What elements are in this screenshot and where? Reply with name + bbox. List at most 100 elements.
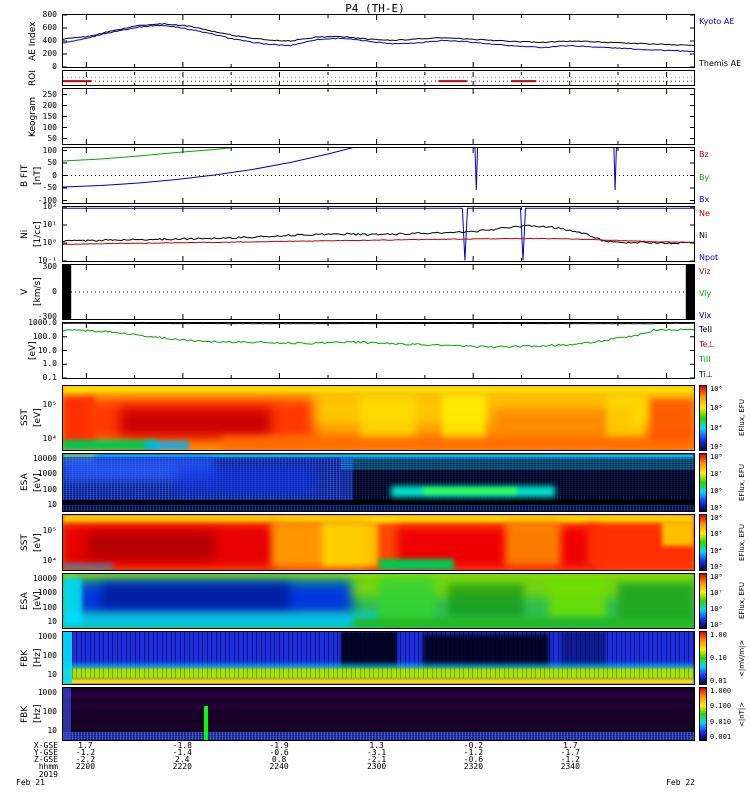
legend-teii: TeII [699,325,713,334]
y-tick-label: 0 [52,287,57,296]
ephemeris-value: -1.7 [560,748,580,757]
spec-layer [63,612,379,628]
time-axis-label: hhmm [38,762,58,771]
legend-by: By [699,172,710,182]
y-axis-label: Ni [20,229,30,239]
colorbar-fbk2 [699,687,707,741]
y-axis-label: ESA [20,473,30,492]
colorbar-tick-label: 10⁷ [710,589,723,597]
time-tick-label: 2320 [463,762,484,771]
panel-temp [62,322,695,379]
y-tick-label: 50 [47,158,57,167]
plot-lines-bfit [63,148,694,203]
y-axis-unit-label: [eV] [33,408,43,428]
y-tick-label: -300 [37,311,57,321]
spec-layer [649,398,694,441]
y-axis-unit-label: [eV] [33,533,43,552]
date-end-label: Feb 22 [666,778,695,787]
colorbar-sst_e [699,514,707,571]
y-axis-label: FBK [20,705,30,723]
panel-fbk1 [62,631,695,685]
plot-title: P4 (TH-E) [345,2,405,15]
panel-fbk2 [62,687,695,741]
spec-layer [662,521,694,547]
spec-layer [359,396,417,444]
y-tick-label: 100 [42,122,57,132]
y-axis-unit-label: [1/cc] [33,221,43,247]
y-tick-label: 10⁵ [42,526,57,536]
y-tick-label: 300 [42,262,57,272]
spec-layer [441,394,486,445]
time-tick-label: 2220 [172,762,192,771]
legend-bz: Bz [699,150,709,159]
panel-esa_e [62,573,695,629]
y-axis-unit-label: [nT] [33,166,43,185]
colorbar-tick-label: 10⁷ [710,470,723,478]
legend-npot: Npot [699,253,719,262]
y-tick-label: 250 [42,89,57,99]
y-axis-label: ESA [20,592,30,610]
time-tick-label: 2300 [366,762,387,771]
y-tick-label: 10 [47,617,57,627]
colorbar-tick-label: 10⁵ [710,621,723,629]
colorbar-sst_ion [699,385,707,451]
ephemeris-value: -1.2 [560,755,580,764]
panel-bfit [62,147,695,204]
ephemeris-value: -2.1 [366,755,387,764]
y-axis-unit-label: [eV] [33,591,43,611]
ephemeris-value: -1.2 [463,748,484,757]
y-tick-label: 10⁰ [42,238,57,247]
y-tick-label: 10¹ [42,220,57,229]
legend-kyoto-ae: Kyoto AE [699,17,735,26]
colorbar-tick-label: 0.10 [710,654,727,662]
spec-layer [119,407,272,436]
legend-viz: Viz [699,267,711,276]
y-axis-label: FBK [20,649,30,667]
y-axis-label: AE Index [28,21,38,61]
spec-layer [63,386,694,395]
spec-layer [63,688,71,740]
y-tick-label: 10.0 [37,345,57,355]
spec-layer [447,583,524,619]
y-tick-label: 1000.0 [28,318,57,327]
spec-layer [63,439,158,450]
y-tick-label: 0 [52,170,57,180]
panel-keogram [62,88,695,145]
colorbar-tick-label: 10⁴ [710,423,723,432]
spec-layer [145,441,190,450]
y-axis-unit-label: [Hz] [33,648,43,668]
colorbar-esa_ion [699,453,707,512]
legend-themis-ae: Themis AE [699,59,742,68]
y-axis-label: [eV] [28,341,38,360]
y-axis-label: SST [20,409,30,427]
y-axis-label: V [20,288,30,296]
legend-viy: Viy [699,289,712,298]
colorbar-tick-label: 10⁵ [710,530,723,539]
colorbar-fbk1 [699,631,707,685]
panel-roi [62,70,695,86]
legend-bx: Bx [699,195,710,204]
colorbar-tick-label: 10⁵ [710,504,723,512]
y-tick-label: 1.0 [42,359,57,369]
ephemeris-value: 2.4 [175,755,190,764]
y-tick-label: 0.1 [42,373,57,382]
ephemeris-value: 1.3 [369,741,384,750]
colorbar-unit: EFlux, EFU [738,464,746,501]
date-start-label: Feb 21 [16,778,45,787]
y-axis-label: SST [20,534,30,551]
ephemeris-value: 1.7 [78,741,93,750]
spec-layer [63,722,694,729]
colorbar-tick-label: 10³ [710,563,723,571]
y-axis-label: B FIT [20,164,30,187]
y-tick-label: -50 [42,183,57,192]
y-tick-label: 10000 [32,573,57,583]
ephemeris-value: 0.8 [271,755,287,764]
colorbar-tick-label: 10⁶ [710,385,723,393]
spec-layer [63,668,694,679]
legend-ti-: Ti⊥ [699,370,713,379]
spec-layer [63,578,82,624]
colorbar-unit: <|nT|> [738,701,746,727]
ephemeris-value: -1.2 [75,748,96,757]
ephemeris-value: -0.6 [269,748,289,757]
legend-vix: Vix [699,311,712,320]
